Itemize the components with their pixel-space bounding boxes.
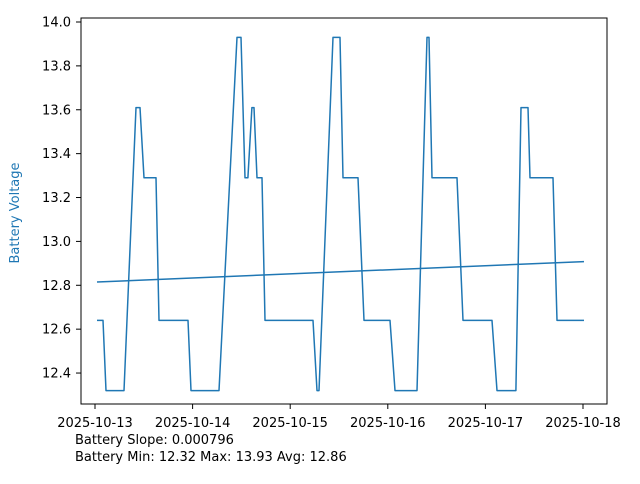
x-tick-label: 2025-10-16 xyxy=(350,416,426,431)
y-axis-label: Battery Voltage xyxy=(8,162,23,263)
y-tick-label: 13.8 xyxy=(42,59,71,74)
y-tick-label: 13.4 xyxy=(42,147,71,162)
annotation-stats: Battery Min: 12.32 Max: 13.93 Avg: 12.86 xyxy=(75,450,347,465)
y-tick-label: 13.2 xyxy=(42,191,71,206)
battery-voltage-line xyxy=(97,36,584,392)
x-tick-label: 2025-10-14 xyxy=(155,416,231,431)
x-tick-label: 2025-10-15 xyxy=(252,416,328,431)
y-tick-label: 13.6 xyxy=(42,103,71,118)
x-tick-label: 2025-10-18 xyxy=(545,416,621,431)
series-group xyxy=(96,36,585,392)
y-tick-label: 12.4 xyxy=(42,367,71,382)
trend-line xyxy=(96,260,585,283)
annotation-slope: Battery Slope: 0.000796 xyxy=(75,433,234,448)
plot-frame xyxy=(80,17,608,405)
y-tick-label: 12.8 xyxy=(42,279,71,294)
y-tick-label: 14.0 xyxy=(42,16,71,31)
y-tick-label: 13.0 xyxy=(42,235,71,250)
x-tick-label: 2025-10-13 xyxy=(57,416,133,431)
x-tick-label: 2025-10-17 xyxy=(448,416,524,431)
y-tick-label: 12.6 xyxy=(42,323,71,338)
axes: 12.4 12.6 12.8 13.0 13.2 13.4 13.6 13.8 14.0 2025… xyxy=(42,16,621,432)
